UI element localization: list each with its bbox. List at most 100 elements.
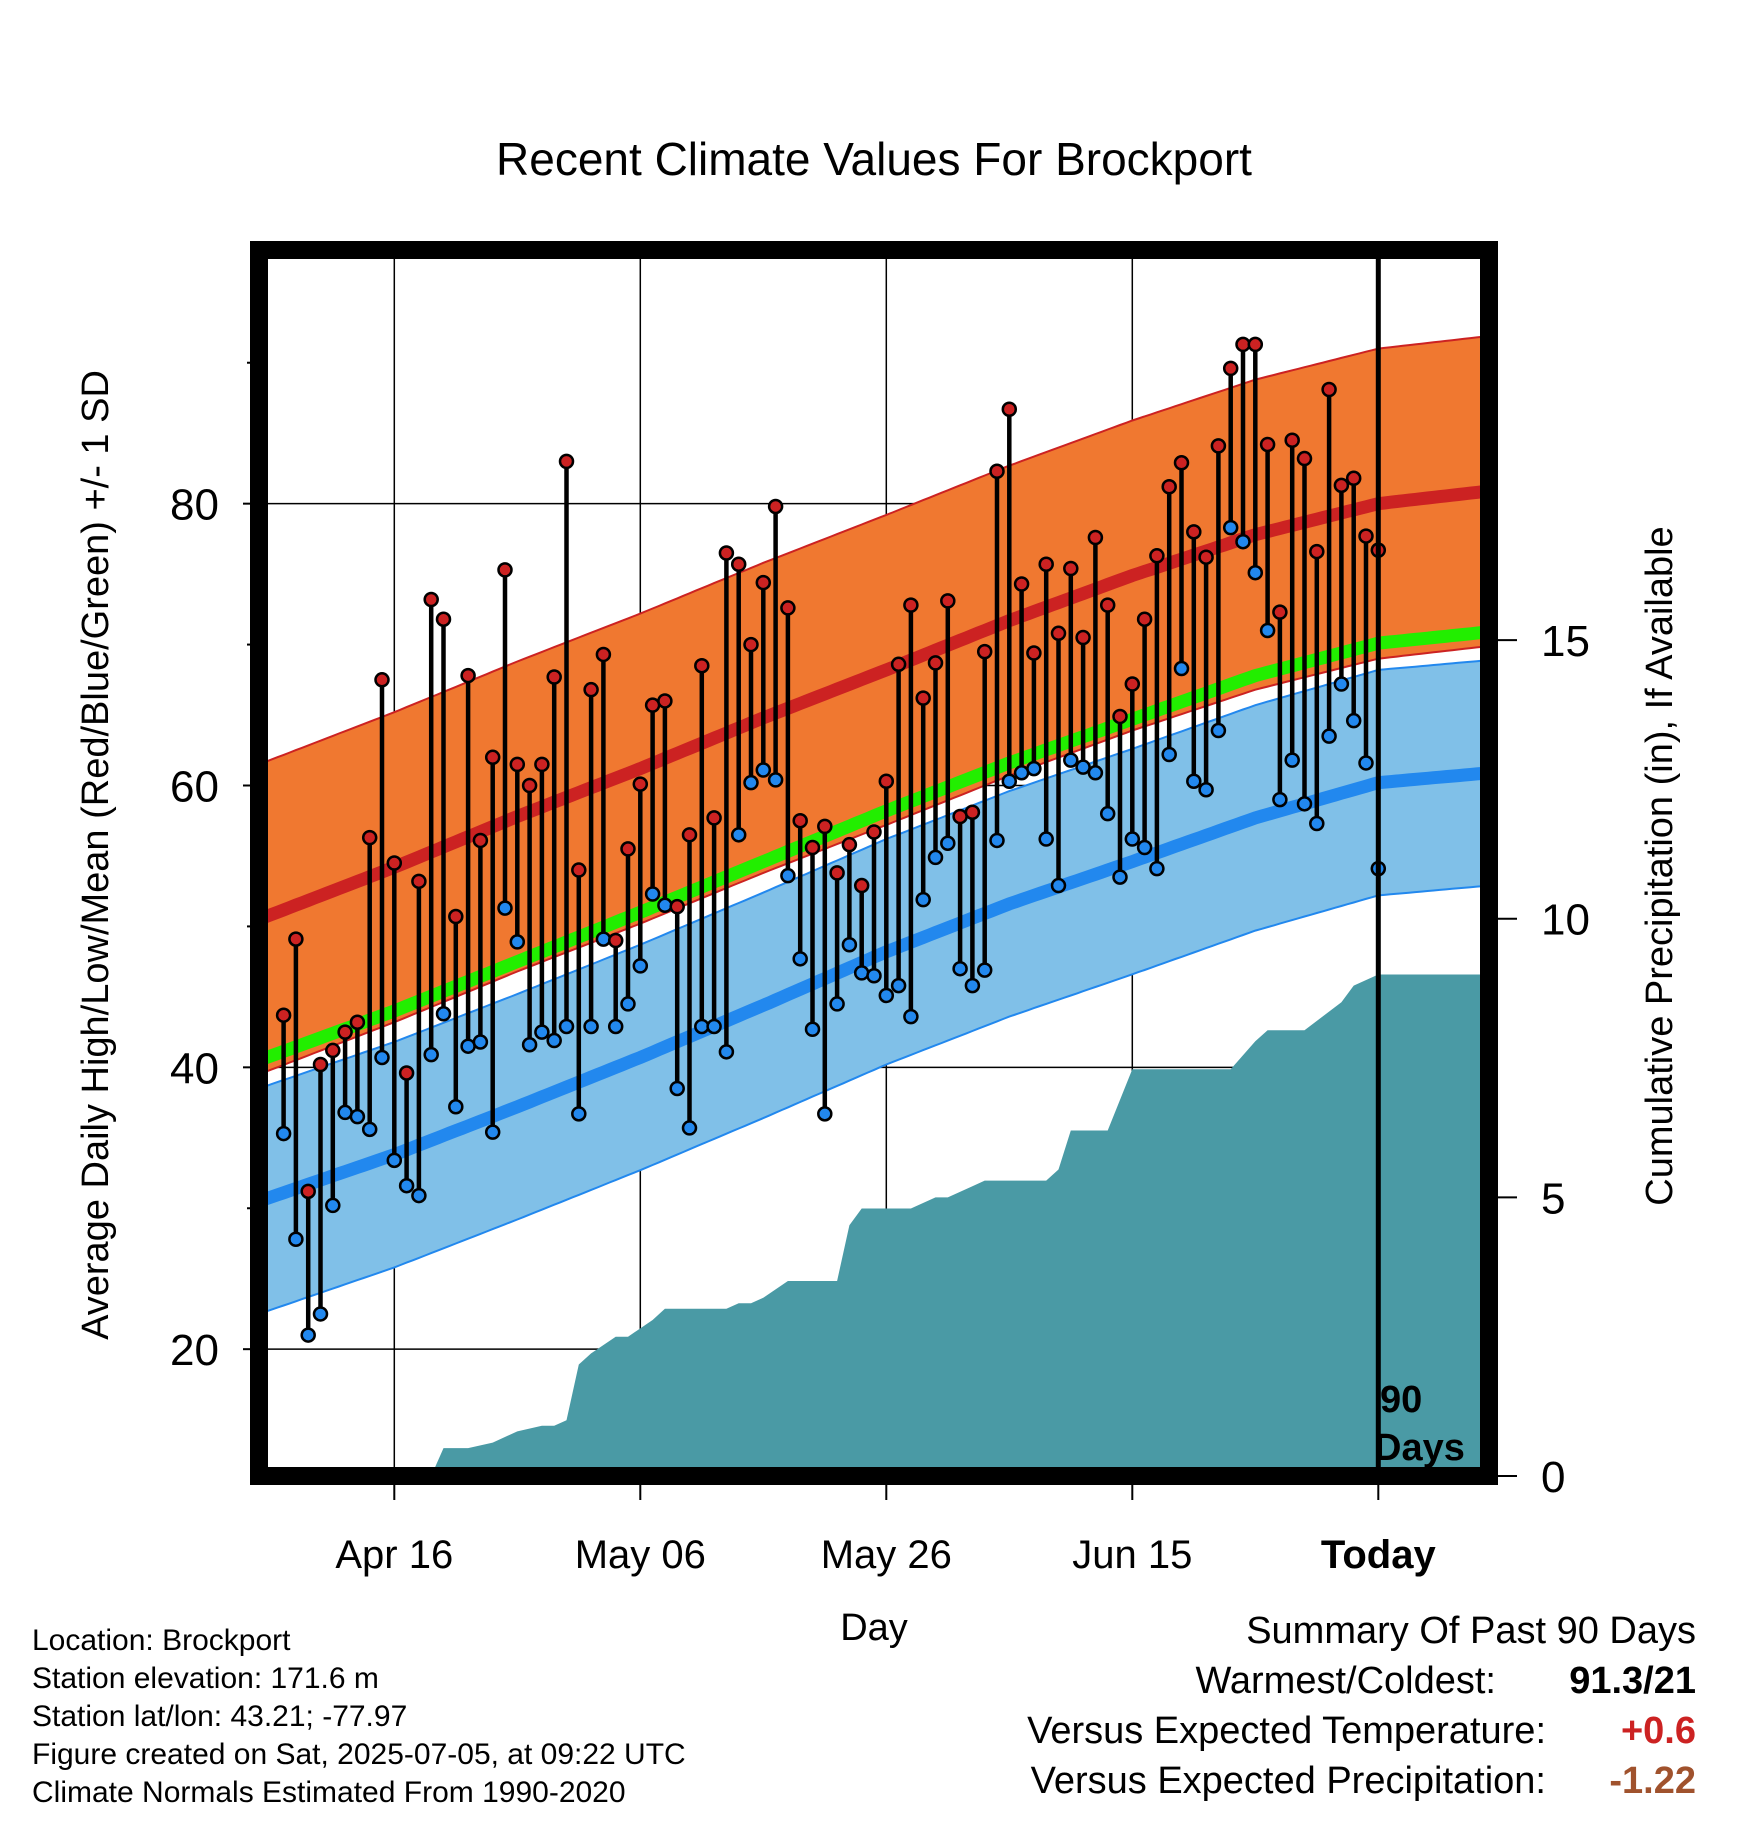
low-point [300,1327,316,1343]
low-point [1075,759,1091,775]
low-point [571,1106,587,1122]
low-point [1345,712,1362,729]
high-point [669,898,685,915]
high-point [1075,629,1091,646]
low-point [853,965,870,981]
low-point [1333,676,1350,692]
high-point [312,1056,329,1073]
low-point [718,1044,735,1060]
low-point [472,1034,489,1050]
low-point [1222,519,1239,536]
high-point [890,656,907,673]
y-tick-label: 40 [170,1044,219,1093]
low-point [940,835,956,852]
high-point [1124,676,1141,692]
high-point [940,593,956,609]
low-point [312,1306,329,1322]
low-point [743,774,759,791]
low-point [976,962,993,978]
y-tick-label: 80 [170,481,219,530]
high-point [817,818,833,835]
high-point [853,877,870,894]
high-point [423,591,439,608]
high-point [361,829,378,846]
high-point [1038,556,1054,573]
low-point [1124,831,1141,847]
elevation-text: Station elevation: 171.6 m [32,1662,379,1695]
high-point [964,804,981,821]
high-point [448,908,464,925]
high-point [1309,543,1325,560]
low-point [915,891,931,908]
low-point [1001,773,1018,790]
low-point [1272,791,1288,808]
low-point [288,1231,304,1248]
low-point [497,900,513,916]
warmest-label: Warmest/Coldest: [1195,1660,1496,1702]
low-point [681,1120,698,1136]
plot-frame [250,241,1498,1485]
precip-area-layer [259,974,1489,1476]
high-point [1013,576,1030,592]
high-point [484,749,501,766]
low-point [878,987,895,1004]
high-point [1358,528,1374,544]
low-point [1112,869,1128,885]
high-point [1149,548,1165,564]
created-text: Figure created on Sat, 2025-07-05, at 09… [32,1738,686,1771]
low-point [595,931,612,947]
high-point [398,1065,415,1081]
precip-area [259,974,1489,1476]
low-point [374,1049,390,1066]
low-point [903,1008,919,1025]
low-point [890,977,907,994]
low-point [1309,815,1325,832]
high-point [632,776,649,792]
temp-label: Versus Expected Temperature: [1027,1710,1546,1752]
normals-text: Climate Normals Estimated From 1990-2020 [32,1776,626,1809]
high-point [275,1007,292,1023]
precip-label: Versus Expected Precipitation: [1030,1760,1546,1802]
y2-tick-label: 5 [1541,1174,1565,1223]
high-point [1198,549,1214,565]
low-point [534,1024,550,1040]
low-point [337,1104,353,1121]
high-point [989,463,1005,479]
high-point [829,865,845,881]
low-point [620,996,636,1012]
low-point [275,1125,292,1142]
high-point [927,655,944,671]
axes: 20 40 60 80 0 5 10 15 Apr 16 May 06 May 26 Jun 15 To… [170,361,1590,1577]
high-point [620,841,636,857]
high-point [411,873,427,890]
low-point [792,951,808,967]
precip-row: Versus Expected Precipitation: -1.22 [796,1760,1696,1810]
low-point [1013,765,1030,781]
high-point [386,855,403,871]
y2-tick-label: 0 [1541,1453,1565,1502]
low-point [657,897,673,914]
high-point [644,697,661,713]
high-point [915,690,931,706]
high-point [1136,611,1153,627]
low-point [1063,752,1079,768]
warmest-row: Warmest/Coldest: 91.3/21 [796,1660,1696,1710]
low-point [460,1038,476,1054]
high-point [288,931,304,947]
high-point [1345,470,1362,487]
high-point [571,862,587,878]
low-point [804,1021,821,1038]
high-point [1272,604,1288,620]
low-point [435,1006,452,1022]
low-point [1259,622,1276,639]
high-point [595,646,612,663]
high-normal-line [259,484,1489,926]
high-point [460,667,476,684]
low-point [952,960,968,977]
high-point [976,643,993,660]
low-point [448,1099,464,1115]
low-point [730,827,747,843]
x-tick-label: May 06 [575,1533,706,1577]
high-point [435,611,452,627]
low-point [1186,773,1202,790]
